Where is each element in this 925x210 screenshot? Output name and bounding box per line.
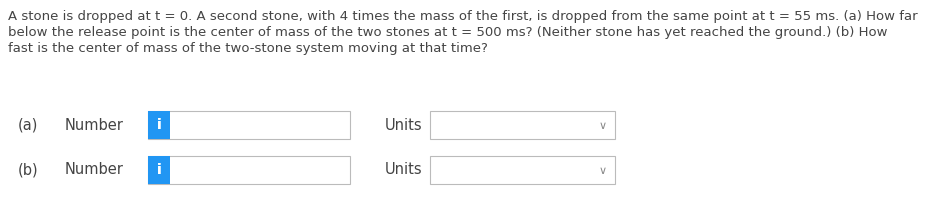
Bar xyxy=(148,156,170,184)
Text: ∨: ∨ xyxy=(599,121,607,131)
Bar xyxy=(148,111,350,139)
Text: Units: Units xyxy=(385,163,423,177)
Text: below the release point is the center of mass of the two stones at t = 500 ms? (: below the release point is the center of… xyxy=(8,26,887,39)
Text: i: i xyxy=(156,163,161,177)
Text: A stone is dropped at t = 0. A second stone, with 4 times the mass of the first,: A stone is dropped at t = 0. A second st… xyxy=(8,10,918,23)
Text: (b): (b) xyxy=(18,163,39,177)
Text: i: i xyxy=(156,118,161,132)
Text: ∨: ∨ xyxy=(599,166,607,176)
Bar xyxy=(148,111,170,139)
Bar xyxy=(430,111,615,139)
Bar xyxy=(148,156,350,184)
Text: Units: Units xyxy=(385,118,423,133)
Bar xyxy=(430,156,615,184)
Bar xyxy=(148,111,170,139)
Bar xyxy=(148,156,170,184)
Text: i: i xyxy=(156,163,161,177)
Text: Number: Number xyxy=(65,118,124,133)
Text: Number: Number xyxy=(65,163,124,177)
Text: (a): (a) xyxy=(18,118,38,133)
Text: i: i xyxy=(156,118,161,132)
Text: fast is the center of mass of the two-stone system moving at that time?: fast is the center of mass of the two-st… xyxy=(8,42,487,55)
